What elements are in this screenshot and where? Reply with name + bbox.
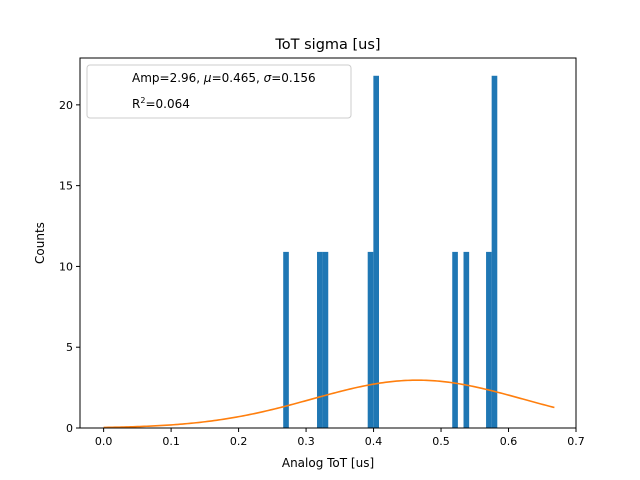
histogram-bar-5 [452,251,458,428]
legend-box [86,64,352,119]
x-tick-label: 0.0 [95,435,113,448]
plot-area-frame [79,57,577,429]
gaussian-fit-curve [103,379,555,429]
x-tick-label: 0.1 [162,435,180,448]
legend-r2-value: =0.064 [145,97,189,111]
histogram-bar-7 [486,251,492,428]
legend: Amp=2.96, μ=0.465, σ=0.156 R2=0.064 [86,64,352,119]
y-tick-label: 0 [66,422,73,435]
y-axis-label: Counts [33,222,47,264]
legend-sigma-symbol: σ [264,71,272,85]
legend-amp-text: Amp=2.96, [132,71,204,85]
histogram-bar-8 [491,75,498,429]
y-tick-label: 5 [66,341,73,354]
x-tick-label: 0.7 [567,435,585,448]
histogram-bar-0 [283,251,289,428]
chart-title: ToT sigma [us] [274,37,380,53]
x-tick-label: 0.3 [297,435,315,448]
legend-mu-symbol: μ [203,71,212,85]
histogram-bar-6 [463,251,470,428]
legend-r2-exponent: 2 [140,96,145,105]
x-axis-label: Analog ToT [us] [282,456,374,470]
legend-mu-value: =0.465, [212,71,264,85]
x-tick-label: 0.5 [432,435,450,448]
legend-fit-params: Amp=2.96, μ=0.465, σ=0.156 [132,71,316,85]
x-axis-ticks: 0.0 0.1 0.2 0.3 0.4 0.5 0.6 0.7 [95,428,585,448]
y-axis-ticks: 0 5 10 15 20 [59,99,80,435]
y-tick-label: 10 [59,260,73,273]
y-tick-label: 15 [59,180,73,193]
histogram-bar-2 [322,251,329,428]
x-tick-label: 0.6 [500,435,518,448]
histogram-bar-3 [367,251,374,428]
legend-r2-base: R [132,97,140,111]
histogram-bar-1 [317,251,323,428]
legend-sigma-value: =0.156 [271,71,315,85]
legend-r-squared: R2=0.064 [132,96,190,111]
x-tick-label: 0.4 [365,435,383,448]
x-tick-label: 0.2 [230,435,248,448]
y-tick-label: 20 [59,99,73,112]
histogram-bar-4 [373,75,379,429]
histogram-bars [283,75,498,429]
